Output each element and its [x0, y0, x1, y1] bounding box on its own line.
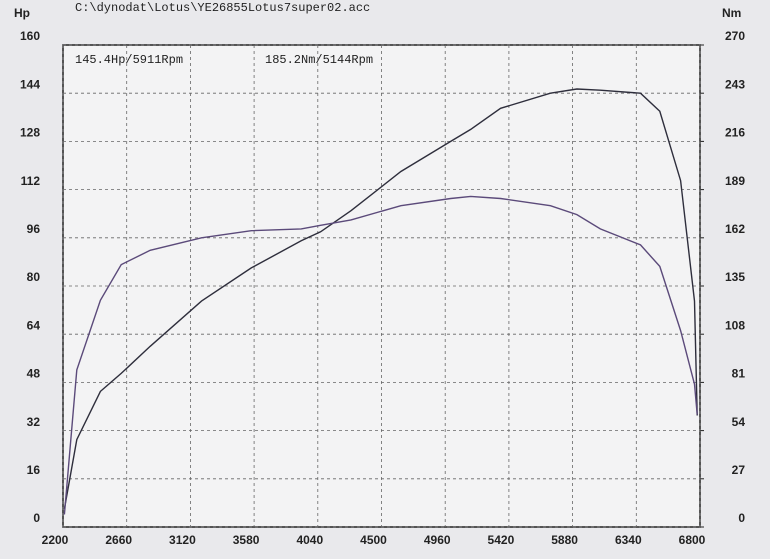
x-tick-label: 6340 — [615, 533, 642, 547]
y2-tick-label: 270 — [725, 29, 745, 43]
x-tick-label: 4040 — [296, 533, 323, 547]
y-tick-label: 112 — [21, 174, 41, 188]
x-tick-label: 2660 — [105, 533, 132, 547]
y2-tick-label: 0 — [738, 511, 745, 525]
y-tick-label: 16 — [27, 463, 41, 477]
y2-tick-label: 162 — [725, 222, 745, 236]
y2-tick-label: 216 — [725, 126, 745, 140]
y-axis-label: Hp — [14, 6, 30, 20]
y2-tick-label: 54 — [732, 415, 746, 429]
y2-tick-label: 135 — [725, 270, 745, 284]
x-tick-label: 6800 — [679, 533, 706, 547]
y-tick-label: 48 — [27, 367, 41, 381]
x-tick-label: 5880 — [551, 533, 578, 547]
file-path: C:\dynodat\Lotus\YE26855Lotus7super02.ac… — [75, 1, 370, 15]
y2-tick-label: 243 — [725, 77, 745, 91]
y-tick-label: 64 — [27, 318, 41, 332]
x-tick-label: 3120 — [169, 533, 196, 547]
torque-peak: 185.2Nm/5144Rpm — [265, 53, 373, 67]
y2-tick-label: 108 — [725, 318, 745, 332]
y2-tick-label: 81 — [732, 367, 746, 381]
y2-tick-label: 27 — [732, 463, 746, 477]
x-tick-label: 3580 — [233, 533, 260, 547]
x-tick-label: 2200 — [42, 533, 69, 547]
y-tick-label: 160 — [20, 29, 40, 43]
y2-axis-label: Nm — [722, 6, 741, 20]
x-tick-label: 4960 — [424, 533, 451, 547]
power-peak: 145.4Hp/5911Rpm — [75, 53, 183, 67]
x-tick-label: 4500 — [360, 533, 387, 547]
y-tick-label: 144 — [20, 77, 40, 91]
y-tick-label: 128 — [20, 126, 40, 140]
y2-tick-label: 189 — [725, 174, 745, 188]
y-tick-label: 96 — [27, 222, 41, 236]
y-tick-label: 0 — [33, 511, 40, 525]
x-tick-label: 5420 — [488, 533, 515, 547]
y-tick-label: 80 — [27, 270, 41, 284]
series-line — [63, 88, 698, 510]
y-tick-label: 32 — [27, 415, 41, 429]
series-line — [63, 195, 698, 515]
